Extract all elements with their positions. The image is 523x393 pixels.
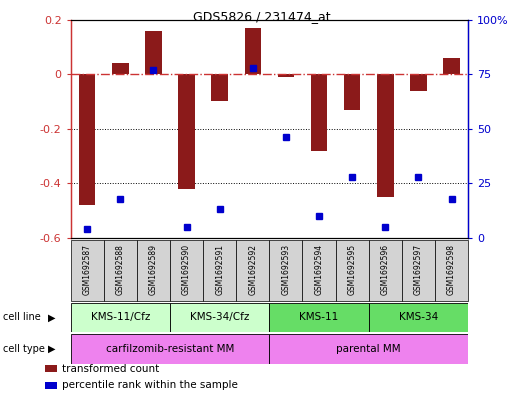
- Text: transformed count: transformed count: [62, 364, 159, 374]
- Bar: [278, 74, 294, 77]
- Bar: [178, 74, 195, 189]
- Text: parental MM: parental MM: [336, 344, 401, 354]
- Bar: [236, 240, 269, 301]
- Bar: [444, 58, 460, 74]
- Text: GDS5826 / 231474_at: GDS5826 / 231474_at: [192, 10, 331, 23]
- Text: GSM1692591: GSM1692591: [215, 244, 224, 295]
- Bar: [302, 240, 336, 301]
- Text: GSM1692598: GSM1692598: [447, 244, 456, 295]
- Bar: [269, 240, 302, 301]
- Text: GSM1692596: GSM1692596: [381, 244, 390, 295]
- Bar: [45, 365, 57, 373]
- Bar: [244, 28, 261, 74]
- Bar: [104, 240, 137, 301]
- Text: percentile rank within the sample: percentile rank within the sample: [62, 380, 237, 390]
- Bar: [170, 240, 203, 301]
- Bar: [71, 240, 104, 301]
- Text: carfilzomib-resistant MM: carfilzomib-resistant MM: [106, 344, 234, 354]
- Bar: [410, 74, 427, 90]
- Bar: [344, 74, 360, 110]
- Bar: [336, 240, 369, 301]
- Bar: [145, 31, 162, 74]
- Text: cell line: cell line: [3, 312, 40, 322]
- Bar: [369, 303, 468, 332]
- Text: GSM1692594: GSM1692594: [314, 244, 324, 295]
- Text: GSM1692589: GSM1692589: [149, 244, 158, 295]
- Text: KMS-34/Cfz: KMS-34/Cfz: [190, 312, 249, 322]
- Bar: [402, 240, 435, 301]
- Bar: [71, 303, 170, 332]
- Text: GSM1692590: GSM1692590: [182, 244, 191, 295]
- Text: GSM1692595: GSM1692595: [348, 244, 357, 295]
- Bar: [71, 334, 269, 364]
- Bar: [377, 74, 393, 197]
- Bar: [112, 63, 129, 74]
- Bar: [45, 382, 57, 389]
- Text: GSM1692587: GSM1692587: [83, 244, 92, 295]
- Bar: [211, 74, 228, 101]
- Text: GSM1692588: GSM1692588: [116, 244, 125, 295]
- Bar: [137, 240, 170, 301]
- Text: KMS-34: KMS-34: [399, 312, 438, 322]
- Bar: [435, 240, 468, 301]
- Text: KMS-11: KMS-11: [299, 312, 339, 322]
- Text: KMS-11/Cfz: KMS-11/Cfz: [90, 312, 150, 322]
- Text: GSM1692592: GSM1692592: [248, 244, 257, 295]
- Bar: [311, 74, 327, 151]
- Bar: [269, 334, 468, 364]
- Text: GSM1692593: GSM1692593: [281, 244, 290, 295]
- Bar: [79, 74, 95, 205]
- Text: cell type: cell type: [3, 344, 44, 354]
- Bar: [203, 240, 236, 301]
- Bar: [170, 303, 269, 332]
- Text: ▶: ▶: [48, 312, 55, 322]
- Bar: [369, 240, 402, 301]
- Text: ▶: ▶: [48, 344, 55, 354]
- Bar: [269, 303, 369, 332]
- Text: GSM1692597: GSM1692597: [414, 244, 423, 295]
